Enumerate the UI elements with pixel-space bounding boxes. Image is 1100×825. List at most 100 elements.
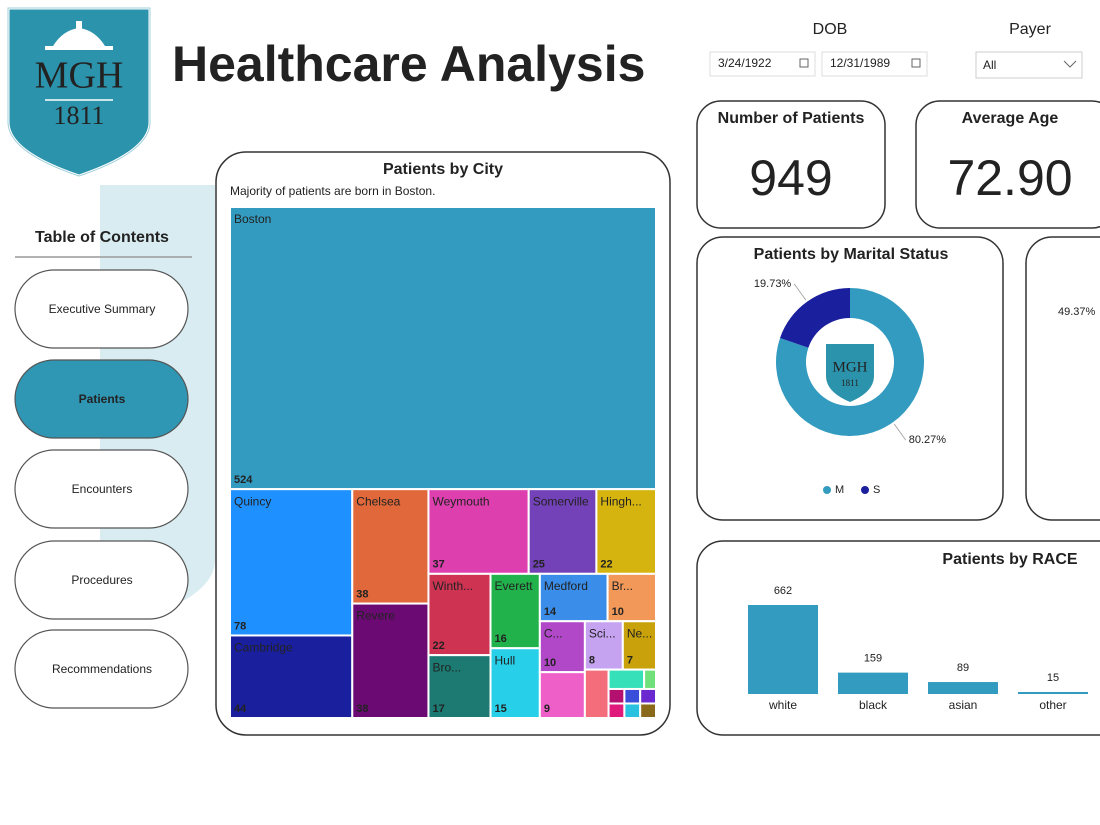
tile-label: Somerville	[533, 494, 589, 508]
nav-label: Recommendations	[52, 662, 152, 676]
treemap-tile	[643, 668, 658, 690]
data-label: 662	[774, 585, 792, 597]
tile-label: Br...	[612, 579, 633, 593]
treemap-tile	[229, 488, 354, 637]
chart-title: Patients by City	[383, 161, 503, 178]
card-label: Number of Patients	[718, 110, 865, 127]
tile-label: Winth...	[432, 579, 473, 593]
data-label: 80.27%	[909, 434, 947, 446]
card	[915, 100, 1100, 229]
tile-value: 78	[234, 620, 246, 632]
tile-value: 10	[544, 657, 556, 669]
logo: MGH 1811	[6, 6, 152, 178]
treemap-tile	[427, 488, 530, 575]
tile-label: Ne...	[627, 626, 652, 640]
data-label: 19.73%	[754, 278, 792, 290]
tile-value: 10	[612, 606, 624, 618]
treemap-tile	[607, 687, 626, 705]
tile-label: Cambridge	[234, 641, 293, 655]
nav-button[interactable]: Patients	[14, 359, 189, 439]
tile-label: Medford	[544, 579, 588, 593]
dropdown-text: All	[983, 58, 996, 72]
tile-value: 524	[234, 474, 253, 486]
treemap-tile	[623, 702, 642, 720]
tile-value: 22	[600, 559, 612, 571]
nav-pill	[14, 269, 189, 349]
treemap-tile	[351, 602, 430, 719]
tile-label: Quincy	[234, 494, 271, 508]
treemap-tile	[538, 620, 586, 674]
tile-value: 14	[544, 606, 557, 618]
leader-line	[793, 283, 807, 301]
tile-value: 16	[495, 633, 507, 645]
nav-button[interactable]: Procedures	[14, 540, 189, 620]
panel	[1025, 236, 1100, 521]
page-title: Healthcare Analysis	[172, 36, 645, 92]
nav-pill	[14, 629, 189, 709]
nav-label: Encounters	[72, 482, 133, 496]
chart-title: Patients by RACE	[942, 551, 1077, 568]
tile-value: 25	[533, 559, 545, 571]
tile-value: 15	[495, 703, 507, 715]
chart-subtitle: Majority of patients are born in Boston.	[230, 184, 435, 198]
tile-value: 9	[544, 703, 550, 715]
treemap-tile	[229, 634, 354, 720]
data-label: 159	[864, 653, 882, 665]
center-logo-year: 1811	[841, 378, 859, 388]
chart-title: Patients by Marital Status	[754, 246, 949, 263]
tile-value: 8	[589, 655, 595, 667]
nav-button[interactable]: Executive Summary	[14, 269, 189, 349]
date-text: 12/31/1989	[830, 56, 890, 70]
x-tick-label: black	[859, 698, 888, 712]
date-start[interactable]: 3/24/1922	[709, 51, 816, 77]
tile-label: Hull	[495, 653, 516, 667]
legend-label: S	[873, 484, 880, 496]
nav-button[interactable]: Recommendations	[14, 629, 189, 709]
tile-label: Bro...	[432, 660, 461, 674]
tile-label: Chelsea	[356, 494, 400, 508]
treemap-tile	[583, 668, 610, 719]
card	[696, 100, 886, 229]
date-end[interactable]: 12/31/1989	[821, 51, 928, 77]
nav-pill	[14, 449, 189, 529]
payer-dropdown[interactable]: All	[975, 51, 1083, 79]
bar	[838, 672, 908, 694]
card-value: 72.90	[947, 150, 1072, 206]
treemap-tile	[607, 702, 626, 720]
nav-label: Procedures	[71, 573, 132, 587]
nav-label: Executive Summary	[49, 302, 156, 316]
filter-label: DOB	[813, 21, 848, 38]
treemap-tile	[489, 647, 541, 719]
nav: Executive Summary Patients Encounters Proce…	[14, 269, 189, 709]
nav-pill	[14, 540, 189, 620]
legend-swatch	[823, 486, 831, 494]
treemap-tile	[595, 488, 657, 575]
logo-text: MGH	[35, 55, 124, 97]
filter-label: Payer	[1009, 21, 1051, 38]
tile-label: Hingh...	[600, 494, 641, 508]
tile-label: Boston	[234, 212, 271, 226]
nav-button[interactable]: Encounters	[14, 449, 189, 529]
treemap-tile	[538, 671, 586, 719]
center-logo-text: MGH	[832, 359, 867, 375]
x-tick-label: asian	[949, 698, 978, 712]
bar	[1018, 691, 1088, 694]
treemap-tile	[607, 668, 646, 690]
treemap-tile	[583, 620, 624, 671]
donut-slice	[780, 288, 850, 348]
donut-slice	[775, 288, 924, 436]
treemap-tile	[427, 572, 492, 657]
leader-line	[893, 423, 907, 441]
treemap-tile	[623, 687, 642, 705]
treemap-tile	[427, 654, 492, 720]
treemap-tile	[229, 206, 657, 491]
treemap-tile	[351, 488, 430, 605]
treemap-tile	[489, 572, 541, 650]
treemap-tile	[639, 702, 658, 720]
legend-label: M	[835, 484, 844, 496]
tile-value: 38	[356, 703, 368, 715]
data-label: 49.37%	[1058, 306, 1096, 318]
bar	[748, 605, 818, 694]
card-label: Average Age	[962, 110, 1059, 127]
